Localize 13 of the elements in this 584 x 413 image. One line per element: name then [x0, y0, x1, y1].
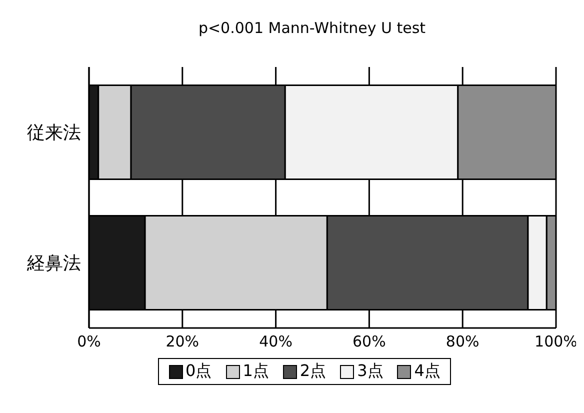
x-tick-label: 40% — [259, 332, 292, 351]
x-tick-label: 60% — [352, 332, 386, 351]
legend-label: 2点 — [300, 361, 326, 382]
chart-title: p<0.001 Mann-Whitney U test — [197, 18, 427, 39]
y-tick-label: 経鼻法 — [26, 253, 81, 274]
x-tick-label: 80% — [446, 332, 480, 351]
x-tick-label: 20% — [166, 332, 200, 351]
legend-label: 0点 — [186, 361, 212, 382]
y-tick-label: 従来法 — [27, 122, 81, 144]
legend-label: 1点 — [242, 361, 269, 382]
legend-label: 4点 — [414, 361, 440, 382]
legend-label: 3点 — [357, 361, 384, 382]
x-tick-label: 0% — [77, 332, 101, 351]
